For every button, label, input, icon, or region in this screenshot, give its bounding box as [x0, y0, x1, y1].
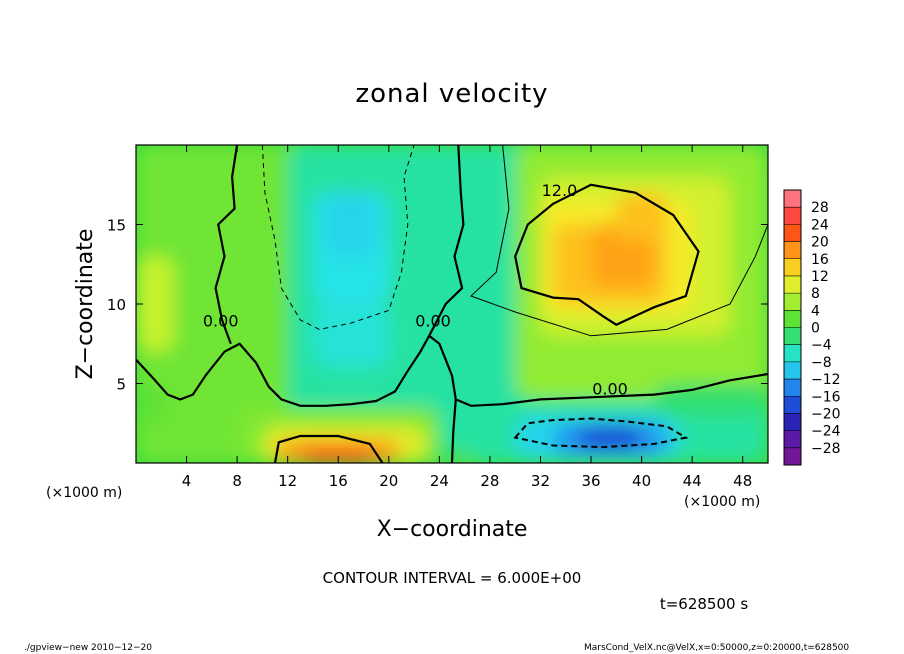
- colorbar-label: 0: [811, 321, 820, 337]
- colorbar-label: −16: [811, 389, 841, 405]
- colorbar-band: [784, 310, 801, 328]
- x-tick-label: 44: [683, 472, 702, 490]
- colorbar-label: 24: [811, 217, 829, 233]
- y-axis-label: Z−coordinate: [73, 229, 98, 380]
- colorbar-band: [784, 241, 801, 260]
- y-axis-ticks: 5 10 15: [107, 217, 768, 394]
- colorbar-band: [784, 413, 801, 432]
- x-tick-label: 24: [430, 472, 449, 490]
- field-patch: [300, 447, 377, 463]
- colorbar-label: 20: [811, 235, 829, 251]
- field-patch: [616, 192, 667, 241]
- easterly-contour: [513, 417, 689, 449]
- negative-contour: [261, 145, 415, 330]
- zero-contour: [136, 334, 768, 407]
- x-tick-label: 20: [379, 472, 398, 490]
- colorbar-band: [784, 293, 801, 311]
- surface-jet-contour: [273, 434, 384, 463]
- zero-contour-upper: [428, 145, 465, 337]
- x-unit-label-left: (×1000 m): [46, 485, 122, 501]
- x-unit-label-right: (×1000 m): [684, 494, 760, 510]
- footer-right: MarsCond_VelX.nc@VelX,x=0:50000,z=0:2000…: [584, 643, 850, 653]
- contour-label: 0.00: [592, 380, 628, 399]
- x-tick-label: 8: [232, 472, 242, 490]
- colorbar-band: [784, 361, 801, 380]
- y-tick-label: 5: [116, 376, 126, 394]
- chart-title: zonal velocity: [355, 79, 548, 109]
- contour-label: 12.0: [542, 181, 578, 200]
- colorbar-label: −20: [811, 406, 841, 422]
- colorbar-label: −8: [811, 355, 832, 371]
- contour-interval-text: CONTOUR INTERVAL = 6.000E+00: [323, 569, 582, 587]
- colorbar-band: [784, 275, 801, 294]
- x-tick-label: 28: [480, 472, 499, 490]
- colorbar-band: [784, 207, 801, 225]
- colorbar-band: [784, 447, 801, 466]
- x-tick-label: 12: [278, 472, 297, 490]
- velocity-field: [136, 145, 768, 463]
- x-tick-label: 36: [581, 472, 600, 490]
- colorbar-label: 28: [811, 200, 829, 216]
- colorbar-band: [784, 327, 801, 346]
- x-axis-label: X−coordinate: [377, 517, 528, 542]
- contour-label: 0.00: [203, 311, 239, 330]
- x-tick-label: 4: [182, 472, 192, 490]
- colorbar-label: 8: [811, 286, 820, 302]
- colorbar-label: −12: [811, 372, 841, 388]
- colorbar-label: 12: [811, 269, 829, 285]
- positive-contour: [470, 145, 768, 337]
- zero-contour-lower: [450, 399, 457, 463]
- field-patch: [578, 424, 642, 451]
- colorbar-label: −24: [811, 424, 841, 440]
- field-patch: [136, 383, 168, 424]
- plot-area: 12.0 0.00 0.00 0.00: [136, 145, 768, 463]
- colorbar-label: 4: [811, 303, 820, 319]
- x-tick-label: 48: [733, 472, 752, 490]
- x-tick-label: 16: [329, 472, 348, 490]
- field-patch: [136, 256, 174, 352]
- colorbar-label: −4: [811, 338, 832, 354]
- field-patch: [654, 383, 768, 416]
- jet-contour: [514, 183, 700, 326]
- contour-labels: 12.0 0.00 0.00 0.00: [203, 181, 628, 399]
- footer-left: ./gpview−new 2010−12−20: [24, 643, 152, 653]
- colorbar-band: [784, 344, 801, 363]
- colorbar-band: [784, 258, 801, 277]
- field-patch: [312, 304, 389, 368]
- colorbar-label: 16: [811, 252, 829, 268]
- colorbar-label: −28: [811, 441, 841, 457]
- colorbar-band: [784, 190, 801, 208]
- x-tick-label: 40: [632, 472, 651, 490]
- contour-label: 0.00: [415, 311, 451, 330]
- colorbar-band: [784, 396, 801, 414]
- y-tick-label: 10: [107, 296, 126, 314]
- colorbar-band: [784, 430, 801, 449]
- contour-lines: [136, 145, 768, 463]
- field-patch: [325, 192, 377, 257]
- x-axis-ticks: 4 8 12 16 20 24 28 32 36 40 44 48: [182, 145, 752, 490]
- colorbar-band: [784, 379, 801, 397]
- x-tick-label: 32: [531, 472, 550, 490]
- colorbar-band: [784, 224, 801, 243]
- time-label: t=628500 s: [660, 595, 748, 613]
- zero-contour-left: [214, 145, 239, 345]
- y-tick-label: 15: [107, 217, 126, 235]
